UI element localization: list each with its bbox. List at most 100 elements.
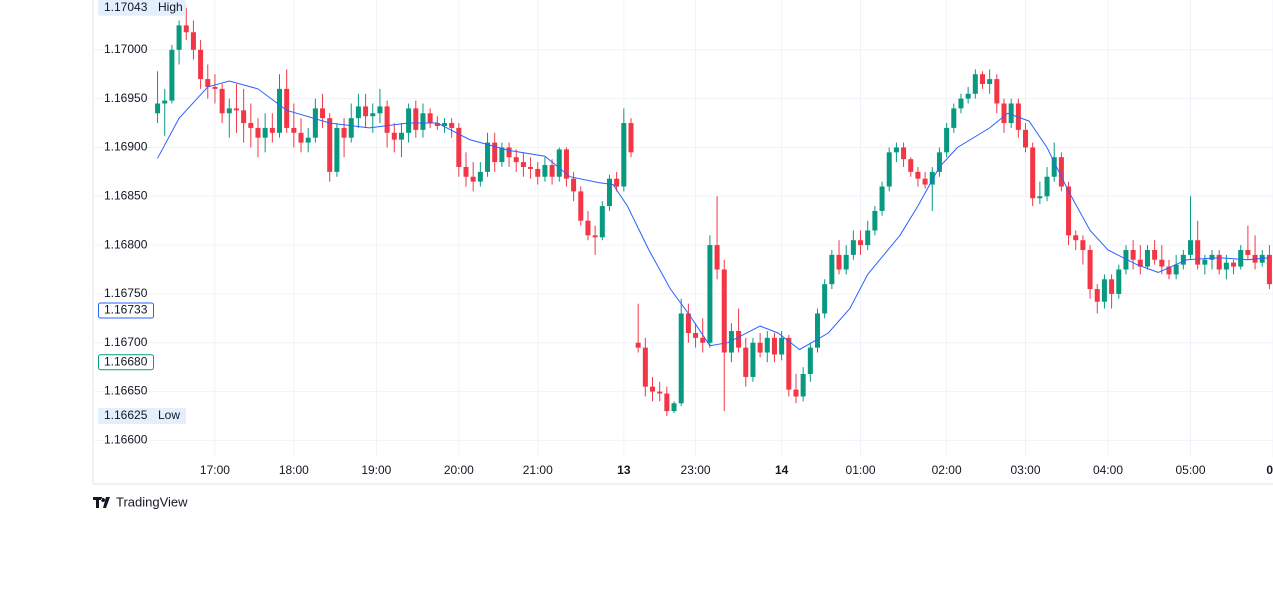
candle-body <box>1123 249 1129 270</box>
y-tick-label: 1.16600 <box>104 433 148 447</box>
candle-body <box>1245 249 1251 255</box>
candle-body <box>865 230 871 246</box>
candle-body <box>176 25 182 50</box>
candle-body <box>650 386 656 392</box>
candle-body <box>477 171 483 182</box>
candle-body <box>1001 103 1007 124</box>
candle-body <box>1116 269 1122 294</box>
candle-body <box>893 147 899 153</box>
candle-body <box>936 152 942 172</box>
candle-body <box>1231 262 1237 267</box>
x-tick-label: 06 <box>1266 463 1273 477</box>
candle-body <box>384 106 390 133</box>
candle-body <box>398 132 404 140</box>
candle-body <box>1130 249 1136 260</box>
candle-body <box>506 147 512 158</box>
candle-body <box>908 159 914 172</box>
candle-body <box>606 178 612 207</box>
candle-body <box>413 108 419 130</box>
x-tick-label: 14 <box>775 463 789 477</box>
candle-body <box>621 123 627 187</box>
price-label-box <box>98 354 154 371</box>
moving-average-line <box>157 80 1270 351</box>
y-tick-label: 1.16750 <box>104 286 148 300</box>
candle-body <box>822 284 828 314</box>
candle-body <box>1266 254 1272 285</box>
price-label: 1.16680 <box>98 354 154 371</box>
candle-body <box>406 108 412 133</box>
candle-body <box>571 178 577 192</box>
candle-body <box>1166 266 1172 275</box>
candle-body <box>1066 186 1072 236</box>
candle-body <box>1109 279 1115 294</box>
y-tick-label: 1.16900 <box>104 140 148 154</box>
x-tick-label: 03:00 <box>1011 463 1041 477</box>
candle-body <box>1030 147 1036 199</box>
candle-body <box>198 49 204 80</box>
logo <box>93 497 110 508</box>
candle-body <box>269 127 275 133</box>
candle-body <box>958 98 964 109</box>
candle-body <box>528 166 534 169</box>
candle-body <box>233 108 239 111</box>
candle-body <box>599 206 605 238</box>
candle-body <box>241 110 247 124</box>
candle-body <box>793 389 799 397</box>
price-label: 1.16733 <box>98 302 154 319</box>
candle-body <box>922 178 928 185</box>
candle-body <box>312 108 318 138</box>
y-tick-label: 1.16650 <box>104 384 148 398</box>
candle-body <box>657 391 663 394</box>
candle-body <box>1223 262 1229 270</box>
candle-body <box>1144 249 1150 267</box>
candle-body <box>915 171 921 179</box>
candle-body <box>664 393 670 412</box>
candle-body <box>549 165 555 177</box>
brand: TradingView <box>116 494 188 509</box>
candle-body <box>276 88 283 133</box>
candle-body <box>994 79 1000 104</box>
candle-body <box>1008 103 1014 124</box>
x-tick-label: 23:00 <box>681 463 711 477</box>
price-label-box <box>98 407 186 424</box>
x-tick-label: 02:00 <box>932 463 962 477</box>
candle-body <box>707 245 713 343</box>
candle-body <box>1073 235 1079 241</box>
candle-body <box>377 106 383 114</box>
x-tick-label: 04:00 <box>1093 463 1123 477</box>
y-tick-label: 1.16950 <box>104 91 148 105</box>
candle-body <box>212 86 218 89</box>
candle-body <box>721 269 727 353</box>
candle-body <box>951 108 957 128</box>
candle-body <box>585 220 591 236</box>
y-tick-label: 1.16800 <box>104 237 148 251</box>
candle-body <box>1101 279 1107 302</box>
candle-body <box>226 108 232 114</box>
candle-body <box>162 100 168 104</box>
candle-body <box>929 171 935 185</box>
candle-body <box>248 123 254 128</box>
candle-body <box>879 186 885 211</box>
candle-body <box>563 149 569 179</box>
candle-body <box>858 240 864 246</box>
candle-body <box>463 166 469 177</box>
candle-body <box>219 88 225 114</box>
candle-body <box>872 210 878 231</box>
x-tick-label: 17:00 <box>200 463 230 477</box>
candle-body <box>284 88 290 128</box>
candle-body <box>169 49 175 101</box>
candle-body <box>1238 249 1244 267</box>
candle-body <box>513 157 519 163</box>
x-tick-label: 05:00 <box>1175 463 1205 477</box>
candle-body <box>1202 259 1208 265</box>
candle-body <box>814 313 821 348</box>
candle-body <box>1037 196 1043 199</box>
x-tick-label: 19:00 <box>361 463 391 477</box>
candle-body <box>714 245 720 270</box>
candle-body <box>1058 157 1064 187</box>
candle-body <box>1137 259 1143 267</box>
x-tick-label: 18:00 <box>279 463 309 477</box>
candle-body <box>1094 289 1100 302</box>
candle-body <box>642 347 648 387</box>
